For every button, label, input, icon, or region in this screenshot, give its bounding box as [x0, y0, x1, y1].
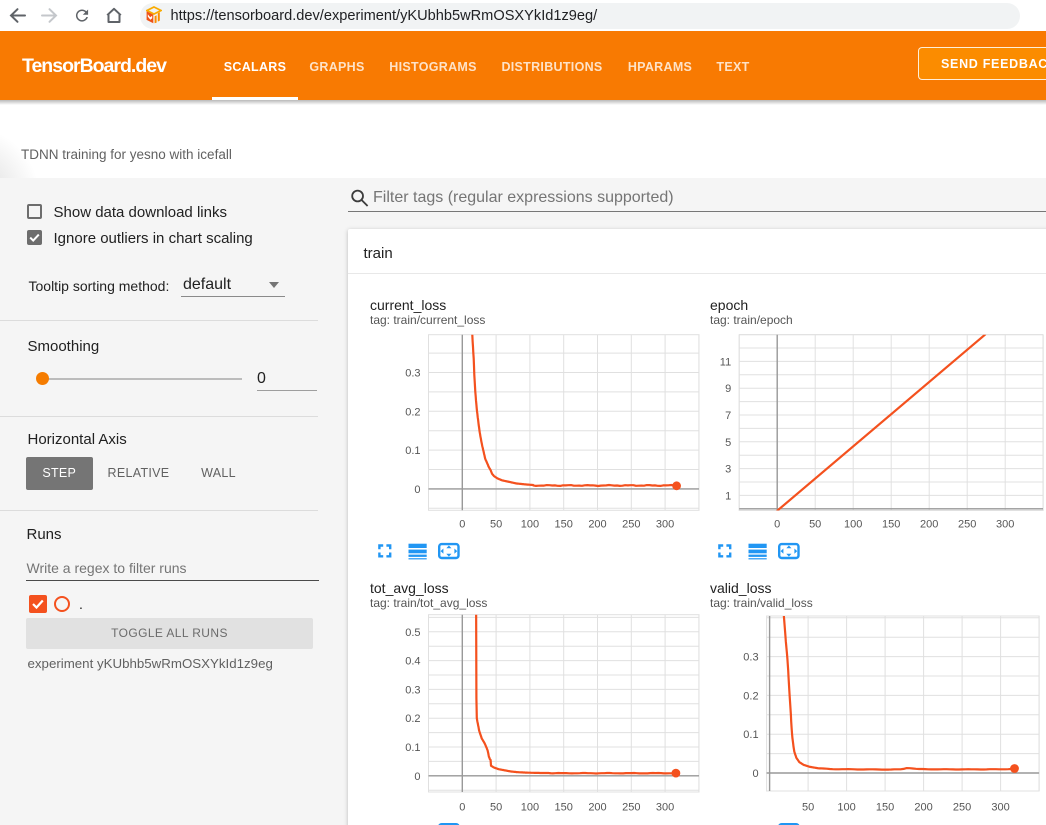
svg-text:0.1: 0.1 [743, 729, 758, 741]
svg-text:0.1: 0.1 [405, 742, 420, 754]
svg-text:0.1: 0.1 [405, 445, 420, 457]
svg-text:150: 150 [555, 519, 573, 531]
svg-text:200: 200 [914, 802, 932, 814]
svg-text:200: 200 [588, 802, 606, 814]
svg-text:0.3: 0.3 [743, 652, 758, 664]
svg-text:150: 150 [882, 519, 900, 531]
svg-text:100: 100 [521, 802, 539, 814]
svg-text:100: 100 [521, 519, 539, 531]
svg-text:0: 0 [459, 519, 465, 531]
svg-text:150: 150 [555, 802, 573, 814]
svg-text:9: 9 [725, 383, 731, 395]
svg-text:5: 5 [725, 437, 731, 449]
svg-text:150: 150 [876, 802, 894, 814]
svg-text:3: 3 [725, 464, 731, 476]
svg-text:100: 100 [837, 802, 855, 814]
svg-text:1: 1 [725, 490, 731, 502]
svg-text:250: 250 [622, 802, 640, 814]
svg-text:0: 0 [752, 768, 758, 780]
svg-text:50: 50 [490, 802, 502, 814]
svg-text:0.2: 0.2 [405, 713, 420, 725]
svg-text:0.3: 0.3 [405, 368, 420, 380]
svg-text:50: 50 [490, 519, 502, 531]
svg-text:0: 0 [774, 519, 780, 531]
svg-text:50: 50 [809, 519, 821, 531]
svg-text:0.2: 0.2 [405, 406, 420, 418]
svg-text:300: 300 [991, 802, 1009, 814]
svg-text:300: 300 [656, 519, 674, 531]
svg-text:300: 300 [656, 802, 674, 814]
svg-text:0.3: 0.3 [405, 684, 420, 696]
svg-text:11: 11 [720, 356, 731, 368]
svg-text:200: 200 [920, 519, 938, 531]
svg-text:0.2: 0.2 [743, 690, 758, 702]
svg-text:250: 250 [953, 802, 971, 814]
svg-text:0.4: 0.4 [405, 656, 420, 668]
svg-text:0: 0 [414, 484, 420, 496]
svg-text:0: 0 [459, 802, 465, 814]
svg-text:100: 100 [844, 519, 862, 531]
svg-text:0: 0 [414, 771, 420, 783]
svg-text:0.5: 0.5 [405, 627, 420, 639]
svg-text:200: 200 [588, 519, 606, 531]
svg-text:250: 250 [622, 519, 640, 531]
svg-text:300: 300 [996, 519, 1014, 531]
svg-text:7: 7 [725, 410, 731, 422]
svg-text:250: 250 [958, 519, 976, 531]
svg-text:50: 50 [802, 802, 814, 814]
